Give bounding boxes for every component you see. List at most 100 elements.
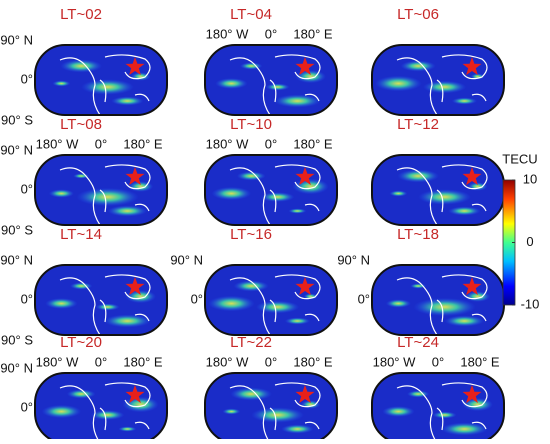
epicenter-star	[462, 385, 482, 404]
map-field	[372, 373, 504, 443]
lat-label: 0°	[358, 291, 370, 306]
tec-anomaly	[397, 169, 440, 183]
tec-anomaly	[444, 315, 485, 327]
map-border	[204, 44, 338, 116]
lat-label: 90° N	[337, 252, 370, 267]
map-field	[372, 155, 504, 225]
lon-label: 180° E	[460, 354, 500, 369]
map-border	[204, 154, 338, 226]
tec-anomaly	[303, 293, 318, 300]
map-border	[34, 154, 168, 226]
tec-anomaly	[107, 205, 148, 217]
tec-anomaly	[211, 186, 252, 201]
epicenter-star	[125, 277, 145, 296]
lat-label: 0°	[21, 181, 33, 196]
coastline	[59, 382, 151, 443]
lon-label: 180° W	[206, 26, 250, 41]
lat-label: 0°	[21, 291, 33, 306]
tec-anomaly	[407, 390, 430, 398]
lon-label: 180° W	[373, 354, 417, 369]
map-field	[35, 373, 167, 443]
map-field	[205, 265, 337, 335]
lon-label: 0°	[95, 354, 107, 369]
lon-label: 180° W	[206, 136, 250, 151]
lat-label: 90° N	[0, 32, 33, 47]
panel-title: LT~24	[397, 334, 439, 351]
lon-label: 180° E	[123, 354, 163, 369]
map	[204, 44, 338, 116]
lon-label: 0°	[432, 354, 444, 369]
tec-anomaly	[128, 181, 154, 192]
epicenter-star	[125, 385, 145, 404]
tec-anomaly	[448, 206, 481, 216]
panel-title: LT~22	[230, 334, 272, 351]
lat-label: 90° S	[1, 222, 33, 237]
tec-anomaly	[288, 208, 307, 214]
tec-anomaly	[284, 317, 310, 325]
tec-anomaly	[81, 79, 134, 95]
tec-anomaly	[375, 75, 422, 92]
lon-label: 0°	[265, 354, 277, 369]
coastline	[396, 382, 488, 443]
epicenter-star	[462, 57, 482, 76]
lat-label: 90° N	[170, 252, 203, 267]
tec-anomaly	[413, 297, 476, 317]
colorbar-tick-label: 10	[523, 171, 537, 186]
tec-anomaly	[48, 189, 74, 198]
tec-anomaly	[389, 190, 408, 197]
tec-anomaly	[465, 291, 491, 302]
coastline	[229, 164, 321, 225]
tec-anomaly	[385, 299, 411, 308]
epicenter-star	[462, 167, 482, 186]
tec-anomaly	[260, 192, 295, 202]
tec-anomaly	[104, 314, 151, 328]
tec-anomaly	[60, 59, 102, 73]
tec-anomaly	[118, 426, 137, 432]
map	[371, 44, 505, 116]
tec-anomaly	[45, 298, 78, 309]
panel-title: LT~02	[60, 6, 102, 23]
tec-anomaly	[41, 404, 82, 419]
tec-anomaly	[111, 96, 144, 106]
tec-anomaly	[400, 60, 436, 72]
map-field	[372, 45, 504, 115]
colorbar-tick-label: 0	[526, 234, 533, 249]
epicenter-star	[462, 277, 482, 296]
lon-label: 180° E	[123, 136, 163, 151]
tec-anomaly	[256, 300, 300, 314]
tec-anomaly	[233, 280, 269, 292]
coastline	[396, 164, 488, 225]
lon-label: 180° E	[293, 26, 333, 41]
tec-anomaly	[230, 387, 272, 401]
tec-anomaly	[462, 397, 493, 412]
tec-anomaly	[70, 282, 93, 290]
panel-title: LT~14	[60, 226, 102, 243]
tec-anomaly	[240, 62, 263, 70]
lon-label: 180° E	[293, 136, 333, 151]
tec-anomaly	[222, 408, 241, 415]
tec-anomaly	[418, 189, 471, 205]
lat-label: 90° N	[0, 252, 33, 267]
tec-anomaly	[423, 80, 467, 94]
tec-anomaly	[432, 411, 457, 419]
tec-anomaly	[52, 80, 71, 87]
coastline	[229, 54, 321, 115]
lon-label: 0°	[95, 136, 107, 151]
map	[34, 154, 168, 226]
coastline	[59, 54, 151, 115]
panel-title: LT~16	[230, 226, 272, 243]
tec-anomaly	[265, 83, 290, 91]
panel-title: LT~20	[60, 334, 102, 351]
coastline	[229, 382, 321, 443]
coastline	[396, 54, 488, 115]
map	[34, 44, 168, 116]
epicenter-star	[125, 57, 145, 76]
map	[371, 154, 505, 226]
map-border	[34, 264, 168, 336]
map-border	[371, 44, 505, 116]
map-field	[205, 373, 337, 443]
lat-label: 90° N	[0, 142, 33, 157]
lon-label: 180° W	[206, 354, 250, 369]
map	[34, 372, 168, 444]
